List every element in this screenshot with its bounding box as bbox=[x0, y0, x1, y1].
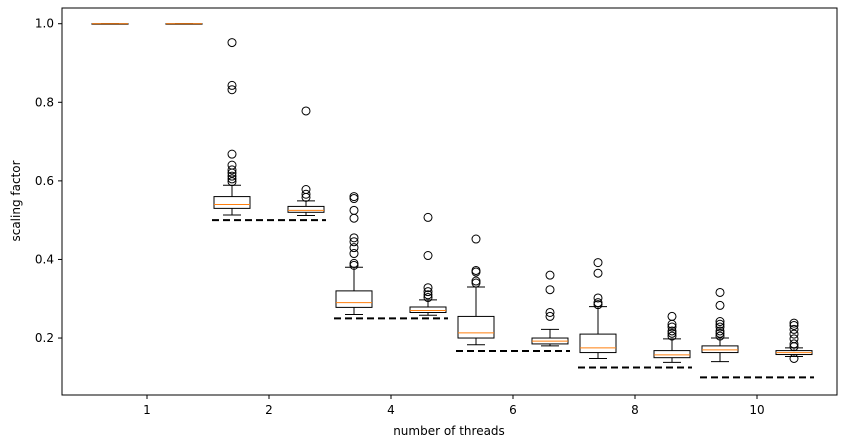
outlier-point bbox=[423, 290, 433, 300]
outlier-point bbox=[715, 326, 725, 336]
x-tick-label: 1 bbox=[143, 403, 151, 417]
x-tick-label: 6 bbox=[509, 403, 517, 417]
outlier-point bbox=[227, 177, 237, 187]
y-tick-label: 0.2 bbox=[35, 331, 54, 345]
outlier-point bbox=[593, 268, 603, 278]
box bbox=[287, 205, 325, 213]
outlier-point bbox=[227, 160, 237, 170]
box-group bbox=[409, 212, 447, 316]
outlier-point bbox=[349, 192, 359, 202]
y-tick-label: 0.6 bbox=[35, 174, 54, 188]
outlier-point bbox=[715, 322, 725, 332]
outlier-point bbox=[789, 320, 799, 330]
outlier-point bbox=[349, 233, 359, 243]
box bbox=[213, 196, 251, 209]
x-axis: 1 2 4 6 8 10 bbox=[143, 395, 765, 417]
outlier-point bbox=[227, 165, 237, 175]
outlier-point bbox=[715, 287, 725, 297]
box-group bbox=[701, 287, 739, 363]
outlier-point bbox=[301, 185, 311, 195]
outlier-point bbox=[593, 298, 603, 308]
outlier-point bbox=[423, 251, 433, 261]
box-group bbox=[213, 38, 251, 216]
plot-content bbox=[91, 23, 814, 379]
y-tick-label: 0.8 bbox=[35, 95, 54, 109]
box bbox=[701, 345, 739, 354]
outlier-point bbox=[227, 171, 237, 181]
x-axis-label: number of threads bbox=[393, 424, 505, 438]
x-tick-label: 10 bbox=[749, 403, 764, 417]
outlier-point bbox=[471, 278, 481, 288]
outlier-point bbox=[667, 326, 677, 336]
box-group bbox=[579, 258, 617, 359]
box bbox=[409, 306, 447, 313]
outlier-point bbox=[593, 293, 603, 303]
box-group bbox=[653, 311, 691, 363]
box-group bbox=[457, 234, 495, 346]
outlier-point bbox=[423, 283, 433, 293]
outlier-point bbox=[789, 324, 799, 334]
outlier-point bbox=[471, 276, 481, 286]
outlier-point bbox=[667, 322, 677, 332]
outlier-point bbox=[545, 307, 555, 317]
box-group bbox=[165, 23, 203, 25]
outlier-point bbox=[715, 317, 725, 327]
outlier-point bbox=[349, 258, 359, 268]
x-tick-label: 8 bbox=[631, 403, 639, 417]
outlier-point bbox=[227, 85, 237, 95]
outlier-point bbox=[349, 194, 359, 204]
box bbox=[579, 333, 617, 354]
outlier-point bbox=[227, 38, 237, 48]
box-group bbox=[91, 23, 129, 25]
outlier-point bbox=[593, 258, 603, 268]
outlier-point bbox=[349, 237, 359, 247]
outlier-point bbox=[301, 189, 311, 199]
y-axis: 0.2 0.4 0.6 0.8 1.0 bbox=[35, 17, 62, 345]
outlier-point bbox=[349, 249, 359, 259]
box-group bbox=[287, 106, 325, 216]
outlier-point bbox=[227, 174, 237, 184]
box bbox=[653, 350, 691, 359]
outlier-point bbox=[789, 318, 799, 328]
outlier-point bbox=[715, 300, 725, 310]
box-group bbox=[335, 192, 373, 315]
outlier-point bbox=[667, 331, 677, 341]
outlier-point bbox=[545, 270, 555, 280]
outlier-point bbox=[545, 311, 555, 321]
y-tick-label: 0.4 bbox=[35, 252, 54, 266]
outlier-point bbox=[715, 328, 725, 338]
box bbox=[457, 315, 495, 339]
outlier-point bbox=[227, 149, 237, 159]
box bbox=[335, 290, 373, 308]
outlier-point bbox=[789, 353, 799, 363]
outlier-point bbox=[349, 243, 359, 253]
outlier-point bbox=[423, 293, 433, 303]
outlier-point bbox=[301, 106, 311, 116]
outlier-point bbox=[667, 311, 677, 321]
outlier-point bbox=[545, 285, 555, 295]
box-group bbox=[775, 318, 813, 363]
outlier-point bbox=[471, 265, 481, 275]
outlier-point bbox=[789, 339, 799, 349]
outlier-point bbox=[715, 319, 725, 329]
outlier-point bbox=[471, 234, 481, 244]
x-tick-label: 4 bbox=[387, 403, 395, 417]
outlier-point bbox=[349, 205, 359, 215]
outlier-point bbox=[715, 331, 725, 341]
outlier-point bbox=[667, 328, 677, 338]
box-group bbox=[531, 270, 569, 347]
y-tick-label: 1.0 bbox=[35, 17, 54, 31]
x-tick-label: 2 bbox=[265, 403, 273, 417]
plot-frame bbox=[61, 7, 838, 396]
outlier-point bbox=[423, 287, 433, 297]
outlier-point bbox=[423, 212, 433, 222]
y-axis-label: scaling factor bbox=[9, 160, 23, 241]
outlier-point bbox=[789, 329, 799, 339]
outlier-point bbox=[227, 80, 237, 90]
outlier-point bbox=[349, 213, 359, 223]
outlier-point bbox=[789, 334, 799, 344]
